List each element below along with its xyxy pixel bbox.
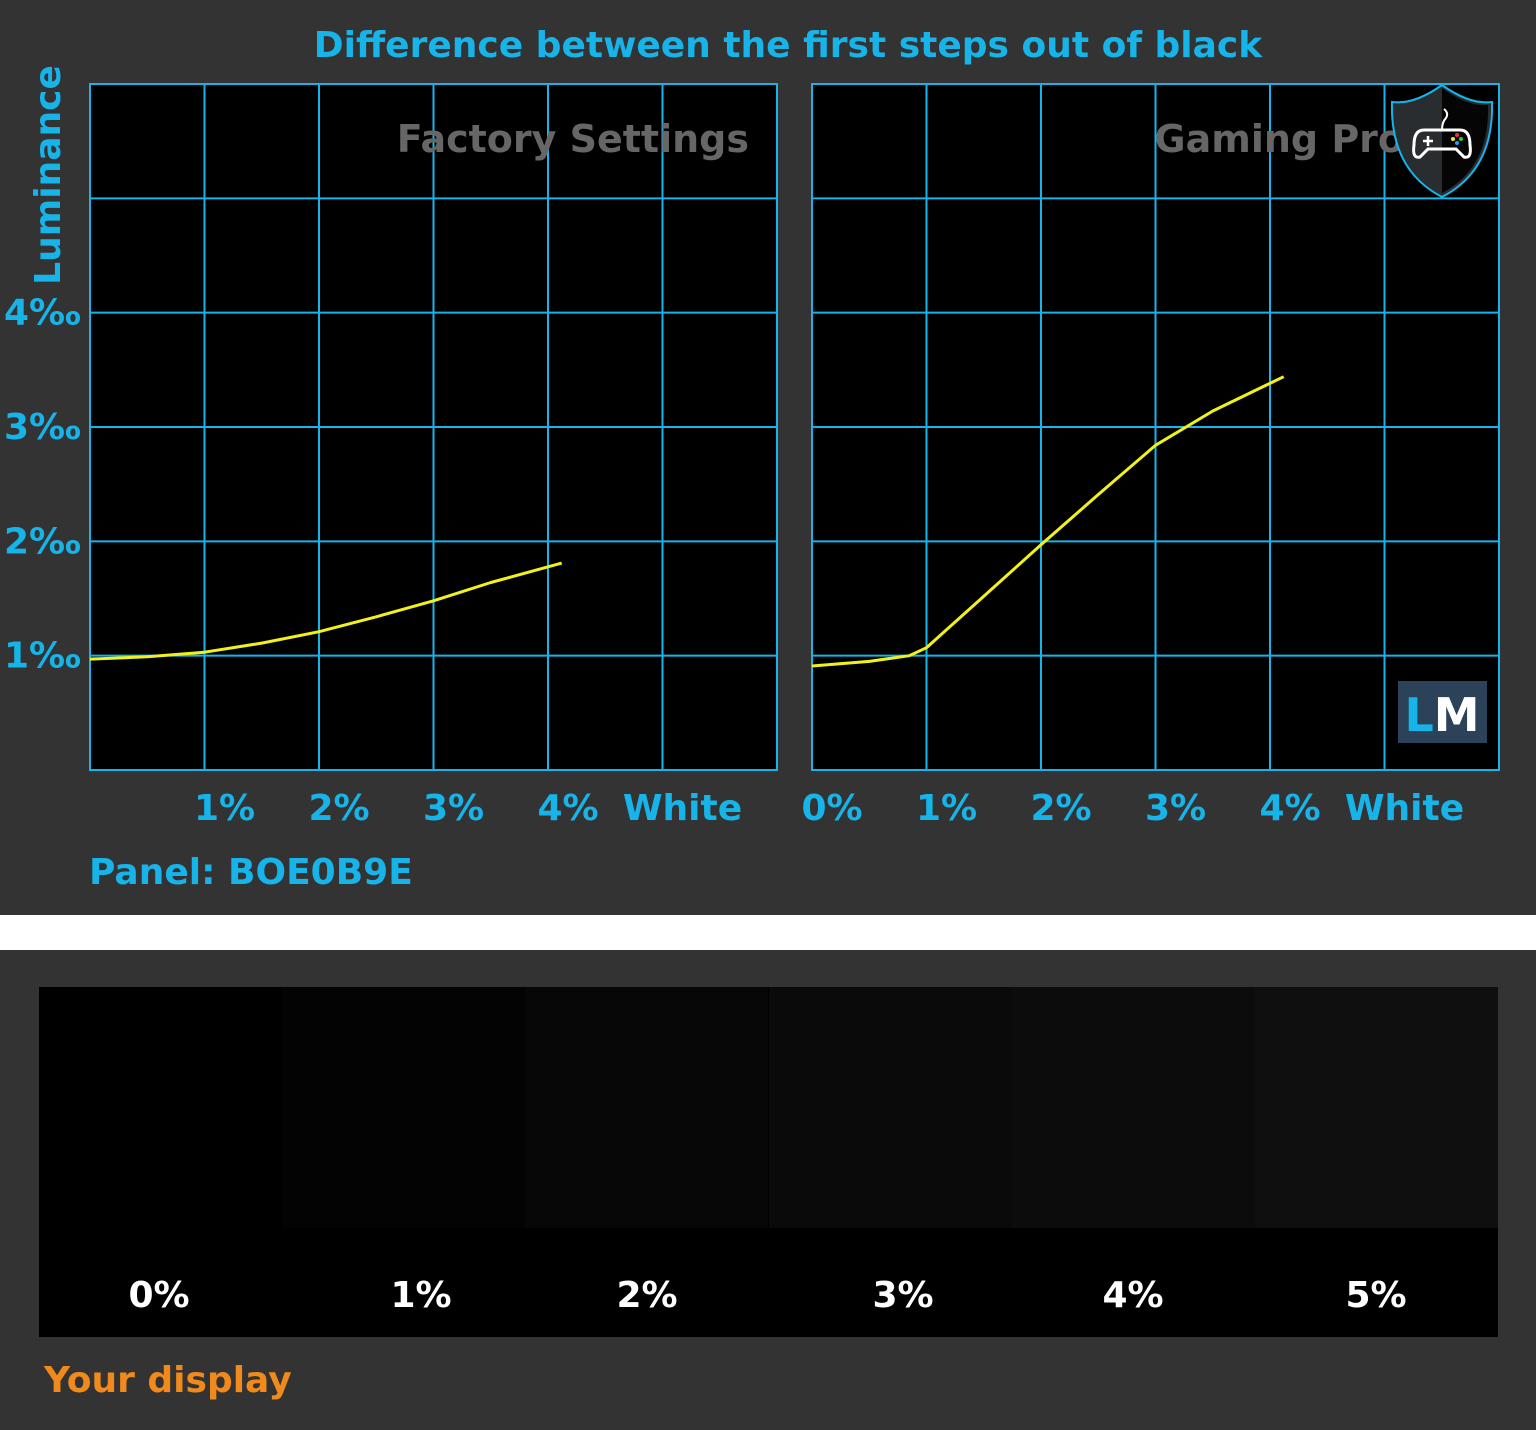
x-tick-label: 1% — [194, 788, 255, 829]
chart-svg: Difference between the first steps out o… — [4, 25, 1500, 893]
y-tick-label: 4‰ — [4, 293, 81, 334]
x-tick-label: 4% — [537, 788, 598, 829]
chart-title: Difference between the first steps out o… — [314, 25, 1263, 66]
patch-label: 2% — [616, 1275, 678, 1316]
gamepad-shield-icon — [1390, 83, 1494, 199]
y-tick-label: 2‰ — [4, 521, 81, 562]
patch-label: 1% — [390, 1275, 452, 1316]
your-display-caption: Your display — [44, 1360, 292, 1401]
x-tick-label: 3% — [423, 788, 484, 829]
chart-subtitle: Factory Settings — [397, 117, 749, 161]
y-tick-label: 1‰ — [4, 636, 81, 677]
patch-label: 0% — [128, 1275, 190, 1316]
display-test-panel: 0% 1% 2% 3% 4% 5% Your display — [0, 950, 1536, 1430]
luminance-curve — [811, 375, 1285, 668]
y-tick-label: 3‰ — [4, 407, 81, 448]
x-tick-label: 0% — [801, 788, 862, 829]
chart-factory-settings: Factory Settings 1% 2% 3% 4% White 1‰ 2‰ 3‰ 4‰ — [4, 83, 778, 829]
patch-1 — [282, 987, 526, 1228]
x-tick-label: 2% — [1030, 788, 1091, 829]
y-axis-label: Luminance — [28, 65, 69, 285]
svg-text:LM: LM — [1404, 688, 1479, 742]
x-tick-label: 4% — [1259, 788, 1320, 829]
patch-5 — [1254, 987, 1498, 1228]
x-tick-label: 3% — [1145, 788, 1206, 829]
lm-logo: LM — [1398, 681, 1487, 743]
patch-label: 3% — [872, 1275, 934, 1316]
x-tick-label: 2% — [308, 788, 369, 829]
patch-0 — [39, 987, 283, 1228]
patch-4 — [1011, 987, 1255, 1228]
patch-label: 5% — [1345, 1275, 1407, 1316]
x-tick-label: White — [623, 788, 742, 829]
patch-label: 4% — [1102, 1275, 1164, 1316]
luminance-curve — [89, 561, 563, 661]
x-tick-label: 1% — [916, 788, 977, 829]
chart-panel: Difference between the first steps out o… — [0, 0, 1536, 915]
x-tick-label: White — [1345, 788, 1464, 829]
black-level-patches: 0% 1% 2% 3% 4% 5% — [39, 987, 1498, 1337]
patch-2 — [525, 987, 769, 1228]
panel-label: Panel: BOE0B9E — [89, 852, 413, 893]
patch-3 — [768, 987, 1012, 1228]
